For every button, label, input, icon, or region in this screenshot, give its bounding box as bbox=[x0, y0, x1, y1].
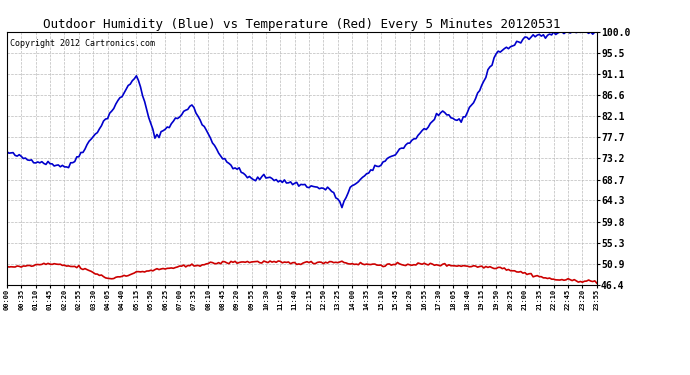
Title: Outdoor Humidity (Blue) vs Temperature (Red) Every 5 Minutes 20120531: Outdoor Humidity (Blue) vs Temperature (… bbox=[43, 18, 560, 31]
Text: Copyright 2012 Cartronics.com: Copyright 2012 Cartronics.com bbox=[10, 39, 155, 48]
